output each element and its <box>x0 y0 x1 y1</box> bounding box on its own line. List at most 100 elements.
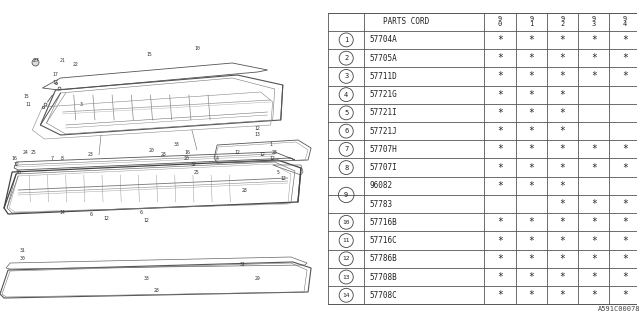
Text: 16: 16 <box>12 156 17 161</box>
Text: *: * <box>528 254 534 264</box>
Text: *: * <box>559 108 565 118</box>
Text: 57707H: 57707H <box>370 145 397 154</box>
Text: 6: 6 <box>344 128 348 134</box>
Text: 4: 4 <box>344 92 348 98</box>
Text: 14: 14 <box>60 210 65 214</box>
Text: PARTS CORD: PARTS CORD <box>383 17 429 26</box>
Text: *: * <box>559 144 565 154</box>
Text: *: * <box>591 217 596 227</box>
Text: *: * <box>528 290 534 300</box>
Text: 7: 7 <box>51 156 54 161</box>
Text: *: * <box>591 71 596 81</box>
Text: *: * <box>559 290 565 300</box>
Text: *: * <box>528 53 534 63</box>
Text: 2: 2 <box>561 21 564 28</box>
Text: *: * <box>497 163 503 172</box>
Text: *: * <box>559 236 565 245</box>
Text: 26: 26 <box>15 170 21 174</box>
Text: *: * <box>528 108 534 118</box>
Text: 20: 20 <box>184 156 189 161</box>
Text: *: * <box>559 35 565 45</box>
Text: 15: 15 <box>147 52 152 58</box>
Text: *: * <box>497 71 503 81</box>
Text: 22: 22 <box>73 62 79 68</box>
Text: *: * <box>622 290 628 300</box>
Text: *: * <box>497 126 503 136</box>
Text: *: * <box>591 272 596 282</box>
Text: 2: 2 <box>344 55 348 61</box>
Text: 14: 14 <box>342 293 350 298</box>
Text: 28: 28 <box>241 188 247 193</box>
Text: *: * <box>622 163 628 172</box>
Text: 11: 11 <box>342 238 350 243</box>
Text: *: * <box>497 254 503 264</box>
Text: 57707I: 57707I <box>370 163 397 172</box>
Text: *: * <box>622 71 628 81</box>
Text: 9: 9 <box>591 16 596 22</box>
Text: *: * <box>497 90 503 100</box>
Text: *: * <box>559 199 565 209</box>
Text: *: * <box>497 35 503 45</box>
Text: 21: 21 <box>60 58 65 62</box>
Text: *: * <box>622 236 628 245</box>
Text: 9: 9 <box>623 16 627 22</box>
Text: *: * <box>497 53 503 63</box>
Text: *: * <box>559 71 565 81</box>
Text: 29: 29 <box>255 276 260 281</box>
Text: *: * <box>591 254 596 264</box>
Text: *: * <box>622 53 628 63</box>
Text: *: * <box>559 90 565 100</box>
Text: 8: 8 <box>344 164 348 171</box>
Text: 3: 3 <box>79 102 82 108</box>
Text: 96082: 96082 <box>370 181 393 190</box>
Text: 33: 33 <box>174 142 180 148</box>
Text: 24: 24 <box>22 149 28 155</box>
Text: *: * <box>528 236 534 245</box>
Text: *: * <box>528 90 534 100</box>
Text: 57716C: 57716C <box>370 236 397 245</box>
Text: 12: 12 <box>342 256 350 261</box>
Text: 31: 31 <box>239 262 245 268</box>
Text: *: * <box>497 217 503 227</box>
Text: 31: 31 <box>19 247 25 252</box>
Text: *: * <box>559 126 565 136</box>
Text: *: * <box>591 236 596 245</box>
Text: 1: 1 <box>269 142 272 148</box>
Text: 16: 16 <box>184 149 189 155</box>
Text: 6: 6 <box>140 210 143 214</box>
Text: 4: 4 <box>216 156 219 161</box>
Text: *: * <box>559 163 565 172</box>
Text: 10: 10 <box>194 45 200 51</box>
Text: *: * <box>622 199 628 209</box>
Text: 17: 17 <box>52 73 58 77</box>
Text: 12: 12 <box>280 175 285 180</box>
Text: 25: 25 <box>31 149 36 155</box>
Text: 12: 12 <box>255 125 260 131</box>
Text: 30: 30 <box>19 255 25 260</box>
Text: 9: 9 <box>529 16 533 22</box>
Text: 57705A: 57705A <box>370 54 397 63</box>
Text: 32: 32 <box>191 163 196 167</box>
Text: 57721I: 57721I <box>370 108 397 117</box>
Text: 3: 3 <box>591 21 596 28</box>
Text: 28: 28 <box>154 287 159 292</box>
Text: *: * <box>497 290 503 300</box>
Text: *: * <box>497 108 503 118</box>
Text: 57783: 57783 <box>370 200 393 209</box>
Text: *: * <box>528 217 534 227</box>
Text: *: * <box>591 144 596 154</box>
Text: *: * <box>528 126 534 136</box>
Text: 7: 7 <box>344 146 348 152</box>
Text: 9: 9 <box>344 192 348 198</box>
Text: *: * <box>497 272 503 282</box>
Text: 9: 9 <box>498 16 502 22</box>
Text: *: * <box>528 35 534 45</box>
Text: 25: 25 <box>194 170 200 174</box>
Text: *: * <box>528 181 534 191</box>
Text: 6: 6 <box>90 212 92 218</box>
Text: A591C00078: A591C00078 <box>598 306 640 312</box>
Text: *: * <box>591 199 596 209</box>
Text: *: * <box>559 181 565 191</box>
Text: 13: 13 <box>342 275 350 280</box>
Text: 15: 15 <box>24 93 29 99</box>
